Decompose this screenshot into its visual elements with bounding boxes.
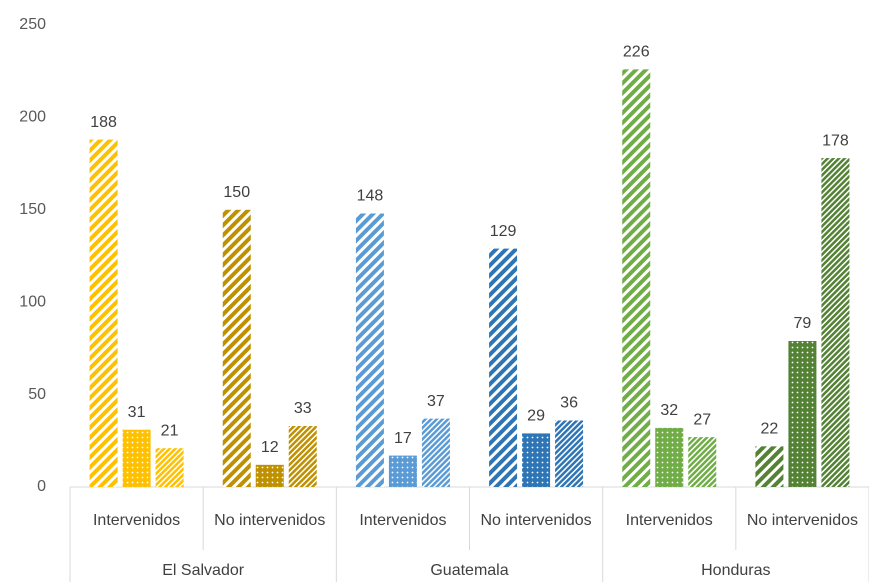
y-tick-label: 150 xyxy=(19,201,46,218)
bar xyxy=(355,213,384,487)
x-tick-label: Intervenidos xyxy=(92,511,181,529)
bar xyxy=(155,448,184,487)
bar xyxy=(821,158,850,487)
bar xyxy=(122,429,151,487)
data-label: 37 xyxy=(427,393,445,410)
data-label: 32 xyxy=(660,402,678,419)
x-tick-label: No intervenidos xyxy=(746,511,858,529)
bar xyxy=(655,427,684,487)
data-label: 29 xyxy=(527,408,545,425)
y-tick-label: 250 xyxy=(19,16,46,33)
bar xyxy=(288,426,317,487)
data-label: 22 xyxy=(761,421,779,438)
x-tick-label: Intervenidos xyxy=(625,511,713,529)
y-tick-label: 100 xyxy=(19,293,46,310)
data-label: 148 xyxy=(357,188,384,205)
data-label: 150 xyxy=(223,184,250,201)
x-tick-label: Intervenidos xyxy=(359,511,447,529)
bar xyxy=(388,455,417,487)
bar xyxy=(788,341,817,487)
data-label: 31 xyxy=(128,404,146,421)
data-label: 226 xyxy=(623,44,650,61)
bar xyxy=(421,418,450,487)
bar xyxy=(489,248,518,487)
y-tick-label: 50 xyxy=(28,386,46,403)
data-label: 12 xyxy=(261,439,279,456)
bar xyxy=(555,420,584,487)
data-label: 33 xyxy=(294,400,312,417)
group-label: Guatemala xyxy=(430,562,509,579)
data-label: 21 xyxy=(161,422,179,439)
x-tick-label: No intervenidos xyxy=(480,511,592,529)
bar xyxy=(89,139,118,488)
data-label: 178 xyxy=(822,132,849,149)
x-tick-label: No intervenidos xyxy=(214,511,326,529)
y-tick-label: 0 xyxy=(37,478,46,495)
data-label: 79 xyxy=(794,315,812,332)
data-label: 129 xyxy=(490,223,517,240)
bar xyxy=(622,69,651,488)
bar xyxy=(688,437,717,487)
bar xyxy=(255,464,284,487)
y-tick-label: 200 xyxy=(19,109,46,126)
data-label: 27 xyxy=(693,411,711,428)
bar xyxy=(755,446,784,487)
group-label: Honduras xyxy=(701,562,771,579)
group-label: El Salvador xyxy=(162,562,245,579)
bar xyxy=(222,209,251,488)
data-label: 188 xyxy=(90,114,117,131)
data-label: 17 xyxy=(394,430,412,447)
bar xyxy=(522,433,551,487)
data-label: 36 xyxy=(560,395,578,412)
